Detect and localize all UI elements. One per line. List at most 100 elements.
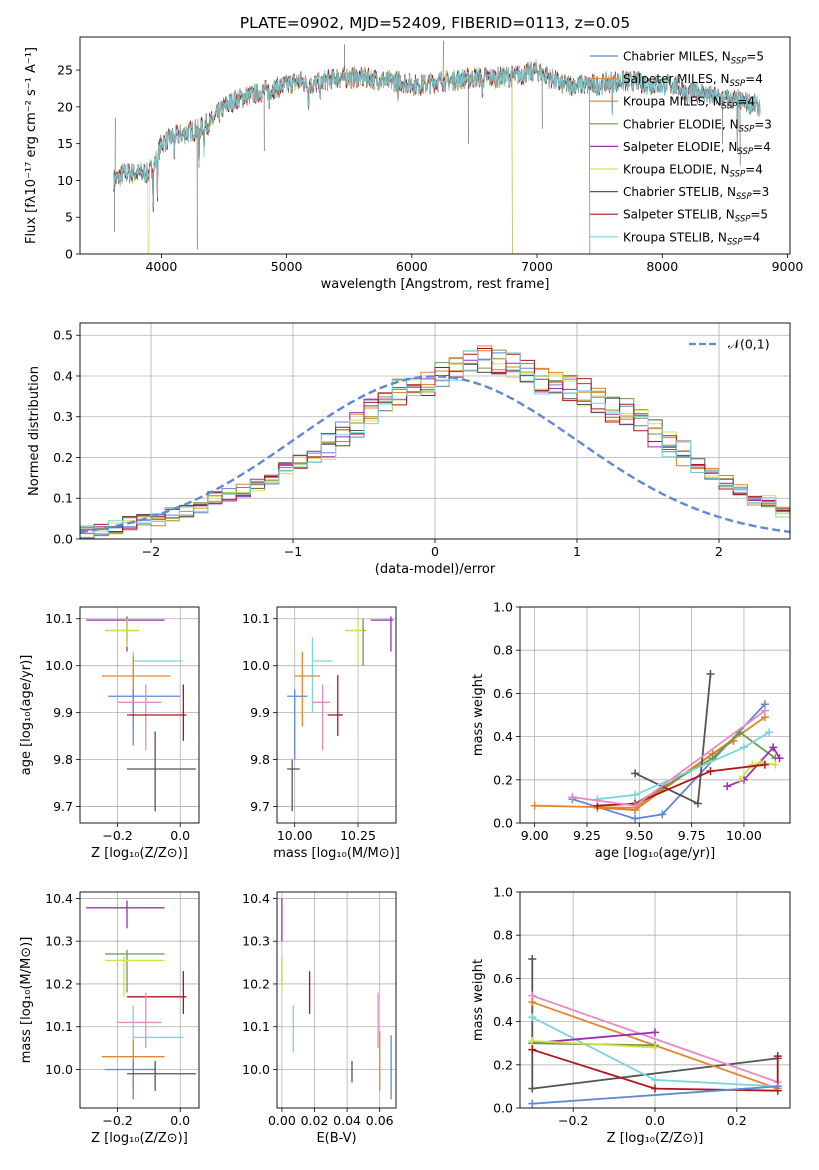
spectrum-xtick-label: 8000 — [646, 259, 678, 274]
residual_hist-xtick-label: −2 — [142, 544, 160, 559]
legend-count: =4 — [737, 95, 755, 109]
weight-marker — [769, 743, 778, 752]
errorbar-point — [117, 684, 162, 751]
weight_vs_Z-xtick-label: −0.2 — [558, 1113, 588, 1128]
weight_vs_Z-ytick-label: 0.0 — [493, 1101, 513, 1116]
weight-marker — [771, 760, 780, 769]
weight_vs_age-plot-area — [530, 669, 784, 823]
errorbar-point — [327, 675, 343, 737]
weight-line-6 — [532, 1040, 656, 1049]
spectrum-xtick-label: 5000 — [271, 259, 303, 274]
weight-marker — [631, 790, 640, 799]
weight_vs_age-xtick-label: 9.00 — [521, 828, 549, 843]
age_vs_Z-plot-area — [86, 616, 196, 812]
residual_hist-xtick-label: 2 — [715, 544, 723, 559]
mass_vs_ebv-xlabel: E(B-V) — [316, 1131, 356, 1146]
legend-subscript: SSP — [736, 192, 752, 202]
legend-count: =5 — [750, 208, 768, 222]
legend-subscript: SSP — [731, 57, 747, 67]
weight-marker — [775, 754, 784, 763]
errorbar-point — [108, 689, 181, 746]
mass_vs_ebv-ytick-label: 10.3 — [242, 934, 270, 949]
age_vs_Z-ylabel: age [log₁₀(age/yr)] — [19, 655, 34, 776]
errorbar-point — [105, 618, 140, 647]
weight_vs_age-ytick-label: 0.8 — [493, 643, 513, 658]
errorbar-point — [105, 949, 165, 993]
age_vs_mass-ytick-label: 9.9 — [250, 705, 270, 720]
residual_hist-frame — [79, 322, 791, 540]
age_vs_Z-ytick-label: 9.7 — [53, 799, 73, 814]
weight-marker — [528, 1013, 537, 1022]
legend-entry: Kroupa MILES, NSSP=4 — [623, 95, 755, 112]
age_vs_mass-plot-area — [287, 616, 394, 812]
age_vs_mass-ytick-label: 9.7 — [250, 799, 270, 814]
weight-marker — [651, 1043, 659, 1052]
legend-entry: Salpeter STELIB, NSSP=5 — [623, 208, 768, 225]
age_vs_Z-ytick-label: 10.1 — [45, 611, 73, 626]
errorbar-point — [126, 971, 187, 1014]
mass_vs_ebv-xtick-label: 0.04 — [333, 1113, 361, 1128]
age_vs_Z-ytick-label: 9.8 — [53, 752, 73, 767]
spectrum-line-8 — [113, 59, 761, 210]
mass_vs_Z-axes: −0.2 0.0 10.0 10.1 10.2 10.3 10.4 Z [log₁₀(Z/Z⊙… — [19, 891, 199, 1146]
mass_vs_Z-xtick-label: 0.0 — [170, 1113, 190, 1128]
mass_vs_Z-xtick-label: −0.2 — [102, 1113, 132, 1128]
weight-marker — [773, 1082, 782, 1091]
mass_vs_Z-frame — [79, 891, 200, 1109]
legend-subscript: SSP — [727, 237, 743, 247]
weight_vs_Z-frame — [519, 891, 791, 1109]
age_vs_mass-frame — [276, 606, 397, 824]
errorbar-point — [105, 956, 165, 997]
spectrum-title: PLATE=0902, MJD=52409, FIBERID=0113, z=0… — [240, 14, 630, 32]
weight_vs_Z-ytick-label: 0.2 — [493, 1057, 513, 1072]
age_vs_mass-ytick-label: 10.0 — [242, 658, 270, 673]
weight-marker — [651, 1075, 659, 1084]
weight-marker — [631, 769, 640, 778]
mass_vs_Z-ytick-label: 10.4 — [45, 891, 73, 906]
legend-normal-label: 𝒩(0,1) — [728, 337, 770, 352]
weight-marker — [651, 1028, 659, 1037]
weight_vs_Z-xtick-label: 0.2 — [727, 1113, 747, 1128]
weight_vs_age-ytick-label: 1.0 — [493, 600, 513, 615]
mass_vs_ebv-xtick-label: 0.06 — [366, 1113, 394, 1128]
weight-marker — [765, 728, 774, 737]
weight_vs_age-xtick-label: 9.50 — [625, 828, 653, 843]
spectrum-xtick-label: 6000 — [396, 259, 428, 274]
legend-label: Chabrier STELIB, N — [623, 185, 736, 199]
errorbar-point — [105, 1060, 156, 1100]
legend-label: Salpeter ELODIE, N — [623, 140, 737, 154]
weight-marker — [723, 782, 732, 791]
legend-count: =4 — [745, 72, 763, 86]
legend-count: =3 — [752, 185, 770, 199]
legend-count: =3 — [754, 117, 772, 131]
mass_vs_Z-ytick-label: 10.2 — [45, 976, 73, 991]
mass_vs_ebv-ytick-label: 10.1 — [242, 1019, 270, 1034]
spectrum-ytick-label: 20 — [57, 99, 73, 114]
legend-entry: Salpeter ELODIE, NSSP=4 — [623, 140, 771, 157]
weight_vs_age-ytick-label: 0.6 — [493, 686, 513, 701]
legend-subscript: SSP — [737, 147, 753, 157]
weight-marker — [658, 810, 667, 819]
weight-marker — [693, 799, 702, 808]
errorbar-point — [117, 992, 162, 1049]
mass_vs_ebv-plot-area — [281, 898, 392, 1100]
residual_hist-plot-area — [80, 345, 790, 539]
errorbar-point — [287, 689, 308, 760]
weight-marker — [528, 954, 537, 963]
legend-entry: Kroupa ELODIE, NSSP=4 — [623, 163, 763, 180]
spectrum-frame — [79, 36, 791, 255]
weight_vs_age-ytick-label: 0.0 — [493, 816, 513, 831]
spectrum-ytick-label: 25 — [57, 63, 73, 78]
legend-subscript: SSP — [730, 170, 746, 180]
residual_hist-xlabel: (data-model)/error — [375, 562, 496, 577]
weight_vs_age-axes: 9.00 9.25 9.50 9.75 10.00 0.0 0.2 0.4 0.6 0.8 1.0 a… — [471, 600, 790, 861]
legend-entry: Kroupa STELIB, NSSP=4 — [623, 230, 760, 247]
weight-marker — [760, 706, 769, 715]
weight-marker — [735, 775, 744, 784]
legend-entry: Chabrier ELODIE, NSSP=3 — [623, 117, 772, 134]
mass_vs_Z-ytick-label: 10.1 — [45, 1019, 73, 1034]
weight-marker — [530, 801, 539, 810]
weight_vs_age-ylabel: mass weight — [471, 674, 486, 756]
